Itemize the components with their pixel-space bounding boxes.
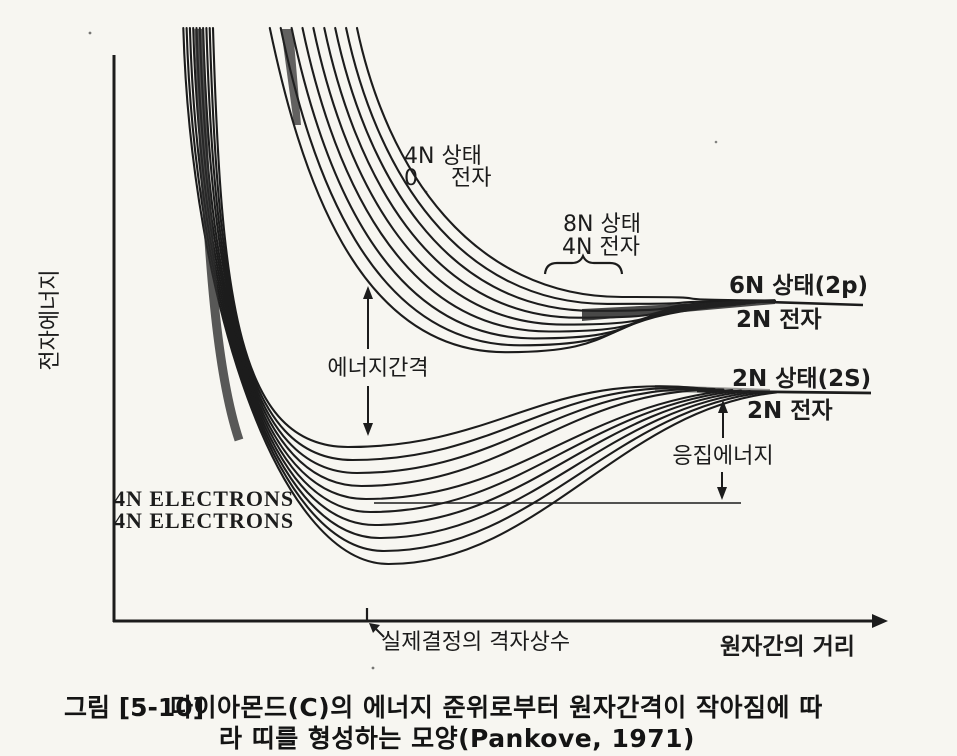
- axes: [112, 55, 874, 623]
- scan-shading: [88, 28, 775, 670]
- upper-band-curve: [345, 26, 772, 305]
- energy-gap-label: 에너지간격: [327, 356, 428, 381]
- cohesive-energy-arrows: [717, 400, 728, 500]
- upper-band-curve: [268, 26, 737, 354]
- y-axis-label: 전자에너지: [38, 269, 63, 370]
- p-level-title: 6N 상태(2p): [729, 273, 868, 299]
- valence-electrons-label-1: 4N ELECTRONS: [114, 486, 294, 511]
- energy-gap-arrow: [363, 286, 373, 436]
- merge-electrons-label: 4N 전자: [562, 235, 640, 260]
- caption-line-1: 다이아몬드(C)의 에너지 준위로부터 원자간격이 작아짐에 따: [170, 693, 823, 722]
- s-level-title: 2N 상태(2S): [732, 366, 871, 392]
- scan-dot: [88, 31, 92, 35]
- upper-convergence-shade: [582, 299, 775, 321]
- s-level-electrons: 2N 전자: [747, 398, 833, 424]
- lower-band-curve: [195, 26, 743, 514]
- lower-band-curve: [198, 26, 734, 501]
- figure-caption: 그림 [5-10] 다이아몬드(C)의 에너지 준위로부터 원자간격이 작아짐에…: [0, 684, 957, 756]
- arrow-down-icon: [717, 487, 727, 500]
- figure-number: 그림 [5-10]: [64, 693, 205, 722]
- arrow-down-icon: [363, 423, 373, 436]
- left-bundle-smudge: [194, 28, 244, 442]
- x-axis-label: 원자간의 거리: [720, 634, 855, 660]
- lower-band-curve: [205, 26, 716, 475]
- upper-band-electrons-label: 0 전자: [404, 166, 491, 191]
- upper-band-curve: [355, 26, 777, 302]
- arrow-up-left-icon: [369, 623, 380, 633]
- s-level-line: [696, 389, 872, 395]
- upper-band-curve: [334, 26, 767, 312]
- lower-band-curve: [182, 26, 778, 566]
- valence-electrons-label-2: 4N ELECTRONS: [114, 508, 294, 533]
- lower-band-curve: [202, 26, 725, 488]
- arrow-up-icon: [718, 400, 728, 413]
- cohesive-energy-label: 응집에너지: [672, 444, 773, 469]
- upper-band-states-label: 4N 상태: [404, 144, 482, 169]
- scan-dot: [424, 190, 428, 194]
- upper-band-curve: [323, 26, 762, 319]
- upper-band-curve: [290, 26, 747, 340]
- scan-dot: [371, 666, 375, 670]
- p-level-electrons: 2N 전자: [736, 307, 822, 333]
- upper-bundle-smudge: [281, 29, 301, 125]
- caption-line-2: 라 띠를 형성하는 모양(Pankove, 1971): [219, 724, 695, 753]
- brace-icon: [543, 253, 624, 275]
- lower-band-curve: [208, 26, 707, 462]
- lattice-constant-label: 실제결정의 격자상수: [381, 630, 570, 655]
- scan-dot: [714, 140, 718, 144]
- lower-band-curve: [192, 26, 751, 527]
- tick-pointer-arrow: [369, 623, 385, 638]
- x-axis-arrowhead-icon: [872, 614, 888, 628]
- arrow-up-icon: [363, 286, 373, 299]
- band-curves: [182, 26, 778, 566]
- band-diagram: 전자에너지 4N 상태 0 전자 8N 상태 4N 전자 6N 상태(2p) 2…: [38, 26, 888, 670]
- lower-convergence-shade: [655, 385, 770, 394]
- lower-band-curve: [185, 26, 769, 553]
- lower-band-curve: [211, 26, 699, 449]
- merge-states-label: 8N 상태: [563, 212, 641, 237]
